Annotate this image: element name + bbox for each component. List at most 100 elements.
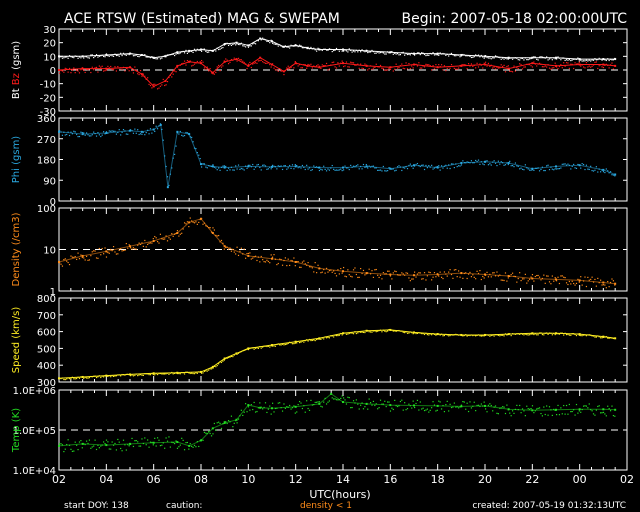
sample-dot xyxy=(507,333,509,335)
sample-dot xyxy=(135,132,137,134)
sample-dot xyxy=(489,57,491,59)
sample-dot xyxy=(80,439,82,442)
y-tick-label: 30 xyxy=(43,25,56,36)
x-tick-label: 18 xyxy=(431,473,445,486)
sample-dot xyxy=(335,67,338,69)
sample-dot xyxy=(229,43,231,45)
sample-dot xyxy=(344,399,346,401)
sample-dot xyxy=(438,64,440,66)
sample-dot xyxy=(551,168,553,170)
sample-dot xyxy=(223,248,225,250)
sample-dot xyxy=(509,333,511,335)
sample-dot xyxy=(118,441,120,443)
data-point-temp xyxy=(152,441,155,444)
sample-dot xyxy=(450,52,453,55)
sample-dot xyxy=(283,165,285,167)
sample-dot xyxy=(526,334,528,336)
sample-dot xyxy=(274,345,277,347)
sample-dot xyxy=(220,166,223,168)
sample-dot xyxy=(338,334,340,336)
sample-dot xyxy=(510,57,512,59)
sample-dot xyxy=(345,167,348,169)
sample-dot xyxy=(405,409,407,411)
sample-dot xyxy=(171,441,173,443)
sample-dot xyxy=(497,334,499,336)
sample-dot xyxy=(557,68,559,70)
x-tick-label: 02 xyxy=(52,473,66,486)
sample-dot xyxy=(527,63,529,66)
sample-dot xyxy=(490,276,492,278)
sample-dot xyxy=(130,67,132,69)
sample-dot xyxy=(560,64,562,66)
sample-dot xyxy=(357,403,359,405)
sample-dot xyxy=(497,56,499,58)
data-point-temp xyxy=(259,406,262,409)
sample-dot xyxy=(345,276,348,278)
sample-dot xyxy=(582,163,585,166)
sample-dot xyxy=(428,64,430,66)
sample-dot xyxy=(125,373,127,376)
sample-dot xyxy=(226,59,228,61)
sample-dot xyxy=(147,439,149,441)
sample-dot xyxy=(232,356,234,358)
sample-dot xyxy=(303,341,305,343)
sample-dot xyxy=(81,256,83,259)
sample-dot xyxy=(246,411,248,413)
data-point-bz xyxy=(342,62,344,65)
sample-dot xyxy=(205,370,207,372)
sample-dot xyxy=(409,67,411,70)
sample-dot xyxy=(419,165,421,168)
sample-dot xyxy=(80,254,82,256)
sample-dot xyxy=(560,167,562,169)
sample-dot xyxy=(114,442,116,445)
y-tick-label: 180 xyxy=(37,156,56,167)
sample-dot xyxy=(544,413,546,416)
sample-dot xyxy=(95,54,98,56)
sample-dot xyxy=(523,66,525,68)
sample-dot xyxy=(331,61,333,64)
sample-dot xyxy=(561,57,563,59)
sample-dot xyxy=(388,167,390,169)
sample-dot xyxy=(497,275,499,277)
y-axis-label: Speed (km/s) xyxy=(11,307,22,374)
sample-dot xyxy=(465,334,467,336)
sample-dot xyxy=(577,412,579,414)
sample-dot xyxy=(222,46,224,49)
sample-dot xyxy=(527,334,529,336)
sample-dot xyxy=(379,169,382,171)
sample-dot xyxy=(399,330,401,332)
sample-dot xyxy=(362,67,365,70)
sample-dot xyxy=(97,444,99,446)
data-point-temp xyxy=(389,404,392,407)
sample-dot xyxy=(399,65,401,67)
data-point-bt xyxy=(58,55,60,58)
sample-dot xyxy=(105,256,108,258)
sample-dot xyxy=(235,253,237,255)
sample-dot xyxy=(175,440,177,442)
sample-dot xyxy=(521,168,524,170)
sample-dot xyxy=(490,64,492,66)
sample-dot xyxy=(431,279,433,281)
sample-dot xyxy=(530,57,532,60)
sample-dot xyxy=(578,60,580,62)
data-point-bt xyxy=(436,52,439,55)
sample-dot xyxy=(547,275,549,277)
sample-dot xyxy=(483,277,485,279)
sample-dot xyxy=(395,53,397,55)
sample-dot xyxy=(601,337,603,339)
sample-dot xyxy=(297,65,299,67)
sample-dot xyxy=(369,166,372,168)
sample-dot xyxy=(358,49,360,51)
sample-dot xyxy=(121,250,123,252)
sample-dot xyxy=(138,73,140,76)
sample-dot xyxy=(330,64,332,66)
sample-dot xyxy=(128,70,130,72)
sample-dot xyxy=(115,449,117,451)
sample-dot xyxy=(520,167,522,169)
sample-dot xyxy=(609,410,612,412)
sample-dot xyxy=(195,372,197,374)
sample-dot xyxy=(409,331,411,333)
sample-dot xyxy=(592,59,595,61)
sample-dot xyxy=(466,68,468,70)
